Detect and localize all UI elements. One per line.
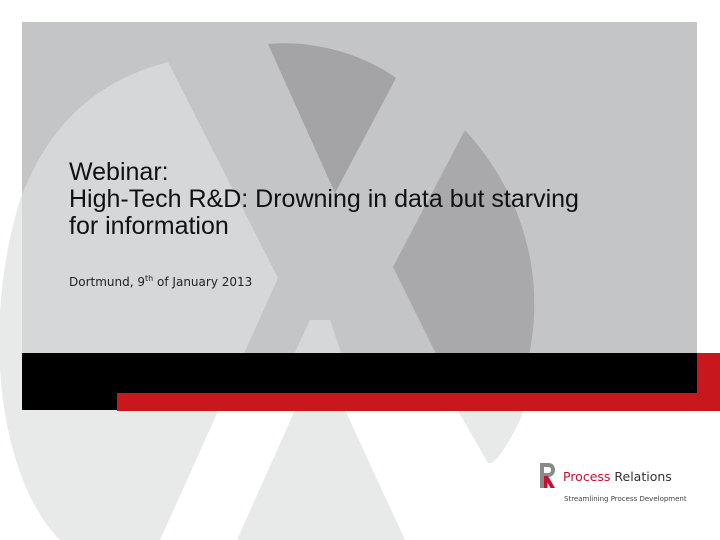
- slide-subtitle: Dortmund, 9th of January 2013: [69, 274, 253, 290]
- title-line-1: Webinar:: [69, 158, 169, 186]
- logo-tagline: Streamlining Process Development: [564, 495, 687, 503]
- title-line-3: for information: [69, 212, 229, 240]
- subtitle-ordinal: th: [145, 274, 154, 283]
- inner-shapes: [22, 43, 535, 410]
- logo-name: Process Relations: [563, 469, 672, 484]
- logo-word-process: Process: [563, 469, 611, 484]
- pr-logo-icon: [540, 463, 555, 488]
- logo-word-relations: Relations: [610, 469, 672, 484]
- red-band-tail: [697, 353, 720, 411]
- subtitle-date: of January 2013: [153, 275, 253, 289]
- black-band-foot: [22, 393, 117, 410]
- slide-title: Webinar: High-Tech R&D: Drowning in data…: [69, 159, 669, 240]
- red-band: [117, 392, 720, 411]
- black-band-top: [22, 353, 697, 393]
- company-logo: Process Relations Streamlining Process D…: [538, 462, 698, 510]
- subtitle-text: Dortmund, 9: [69, 275, 146, 289]
- title-line-2: High-Tech R&D: Drowning in data but star…: [69, 185, 579, 213]
